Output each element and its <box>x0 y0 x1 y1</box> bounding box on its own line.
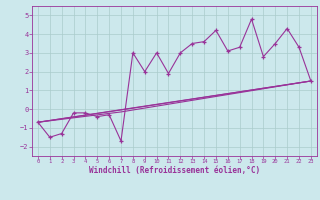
X-axis label: Windchill (Refroidissement éolien,°C): Windchill (Refroidissement éolien,°C) <box>89 166 260 175</box>
